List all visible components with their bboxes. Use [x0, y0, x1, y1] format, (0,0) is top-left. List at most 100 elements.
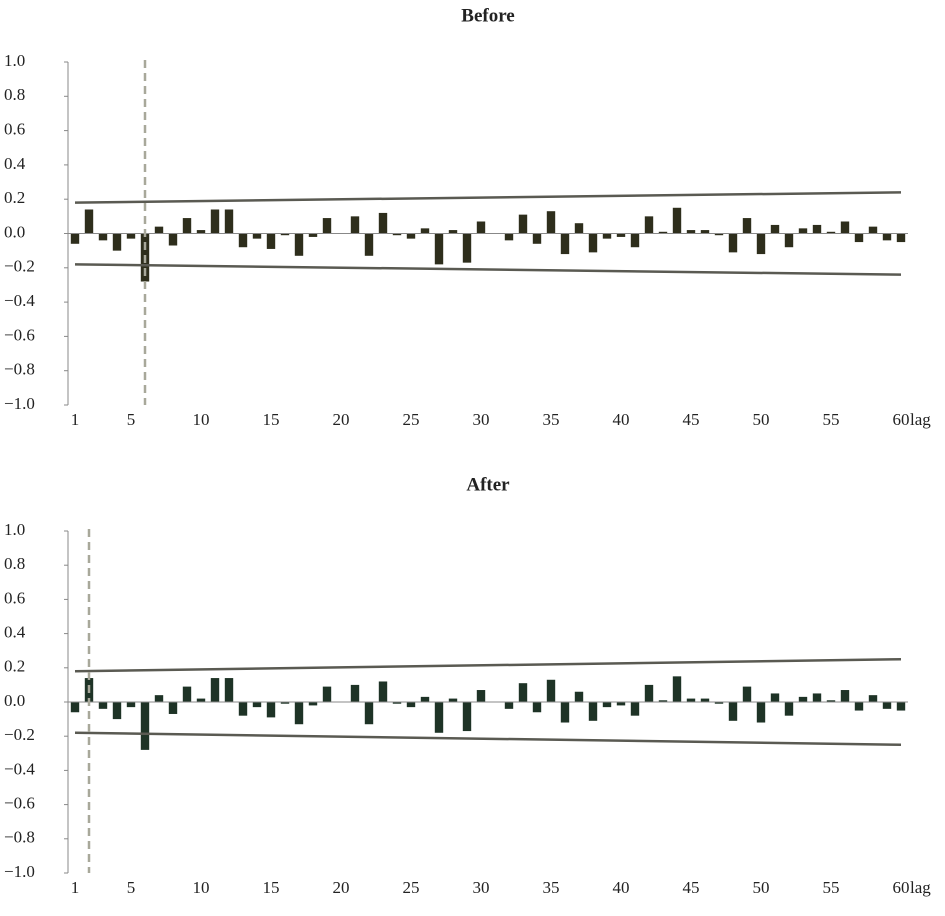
y-tick-label: 0.2 — [4, 657, 25, 676]
bar — [560, 702, 570, 723]
bar — [448, 230, 458, 234]
x-tick-label: 15 — [263, 410, 280, 429]
bar — [252, 702, 262, 708]
x-tick-label: 45 — [683, 878, 700, 897]
bar — [280, 702, 290, 704]
y-tick-label: 0.4 — [4, 623, 26, 642]
bar — [672, 676, 682, 702]
bar — [420, 228, 430, 234]
x-tick-label: 55 — [823, 878, 840, 897]
bar — [448, 698, 458, 702]
bar — [798, 228, 808, 234]
bar — [826, 231, 836, 234]
x-tick-label: 10 — [193, 878, 210, 897]
bar — [210, 678, 220, 702]
bar — [518, 683, 528, 702]
bar — [574, 691, 584, 702]
bar — [560, 233, 570, 255]
bar — [574, 223, 584, 234]
y-tick-label: 0.4 — [4, 154, 26, 173]
bar — [196, 698, 206, 702]
bar — [182, 686, 192, 702]
x-tick-label: 20 — [333, 878, 350, 897]
bar — [742, 218, 752, 234]
bar — [686, 698, 696, 702]
y-tick-label: −0.6 — [4, 325, 35, 344]
bar — [700, 230, 710, 234]
bar — [350, 216, 360, 234]
y-tick-label: 1.0 — [4, 51, 25, 70]
bar — [714, 233, 724, 236]
bar — [840, 690, 850, 702]
y-tick-label: −0.8 — [4, 360, 35, 379]
bar — [868, 695, 878, 702]
x-tick-label: 25 — [403, 410, 420, 429]
y-tick-label: −0.6 — [4, 794, 35, 813]
y-tick-label: −1.0 — [4, 394, 35, 413]
bar — [700, 698, 710, 702]
x-tick-label: 1 — [71, 878, 80, 897]
y-tick-label: 0.6 — [4, 588, 25, 607]
bar — [364, 233, 374, 256]
bar — [434, 702, 444, 733]
bar — [294, 702, 304, 725]
bar — [742, 686, 752, 702]
bar — [420, 696, 430, 702]
x-tick-label: 45 — [683, 410, 700, 429]
bar — [308, 702, 318, 706]
bar — [784, 702, 794, 716]
bar — [602, 702, 612, 708]
y-tick-label: −0.2 — [4, 257, 35, 276]
bar — [658, 700, 668, 702]
bar — [644, 216, 654, 234]
chart-title: Before — [461, 5, 514, 26]
bar — [350, 684, 360, 702]
bar — [378, 681, 388, 702]
y-tick-label: 0.8 — [4, 85, 25, 104]
bar — [616, 233, 626, 237]
y-tick-label: 0.0 — [4, 222, 25, 241]
bar — [434, 233, 444, 265]
bar — [112, 233, 122, 251]
bar — [126, 233, 136, 239]
y-tick-label: 0.2 — [4, 188, 25, 207]
bar — [266, 702, 276, 718]
chart-title: After — [466, 474, 510, 495]
bar — [812, 693, 822, 702]
bar — [392, 702, 402, 704]
bar — [588, 702, 598, 721]
x-tick-label: 20 — [333, 410, 350, 429]
bar — [532, 702, 542, 713]
bar — [168, 702, 178, 714]
x-tick-label: 5 — [127, 410, 136, 429]
bar — [196, 230, 206, 234]
bar — [756, 702, 766, 723]
bar — [756, 233, 766, 255]
bar — [266, 233, 276, 249]
bar — [868, 226, 878, 234]
bar — [504, 702, 514, 709]
bar — [154, 226, 164, 234]
y-tick-label: 1.0 — [4, 520, 25, 539]
bar — [770, 693, 780, 702]
bar — [308, 233, 318, 237]
bar — [504, 233, 514, 241]
bar — [770, 224, 780, 234]
x-tick-label: 5 — [127, 878, 136, 897]
bar — [322, 218, 332, 234]
bar — [462, 233, 472, 263]
y-tick-label: 0.0 — [4, 691, 25, 710]
bar — [882, 702, 892, 709]
bar — [322, 686, 332, 702]
bar — [588, 233, 598, 253]
bar — [294, 233, 304, 256]
bar — [126, 702, 136, 708]
x-tick-label: 55 — [823, 410, 840, 429]
bar — [112, 702, 122, 720]
bar — [546, 679, 556, 702]
bar — [812, 224, 822, 234]
bar — [518, 214, 528, 234]
bar — [168, 233, 178, 246]
bar — [70, 233, 80, 244]
bar — [630, 702, 640, 716]
